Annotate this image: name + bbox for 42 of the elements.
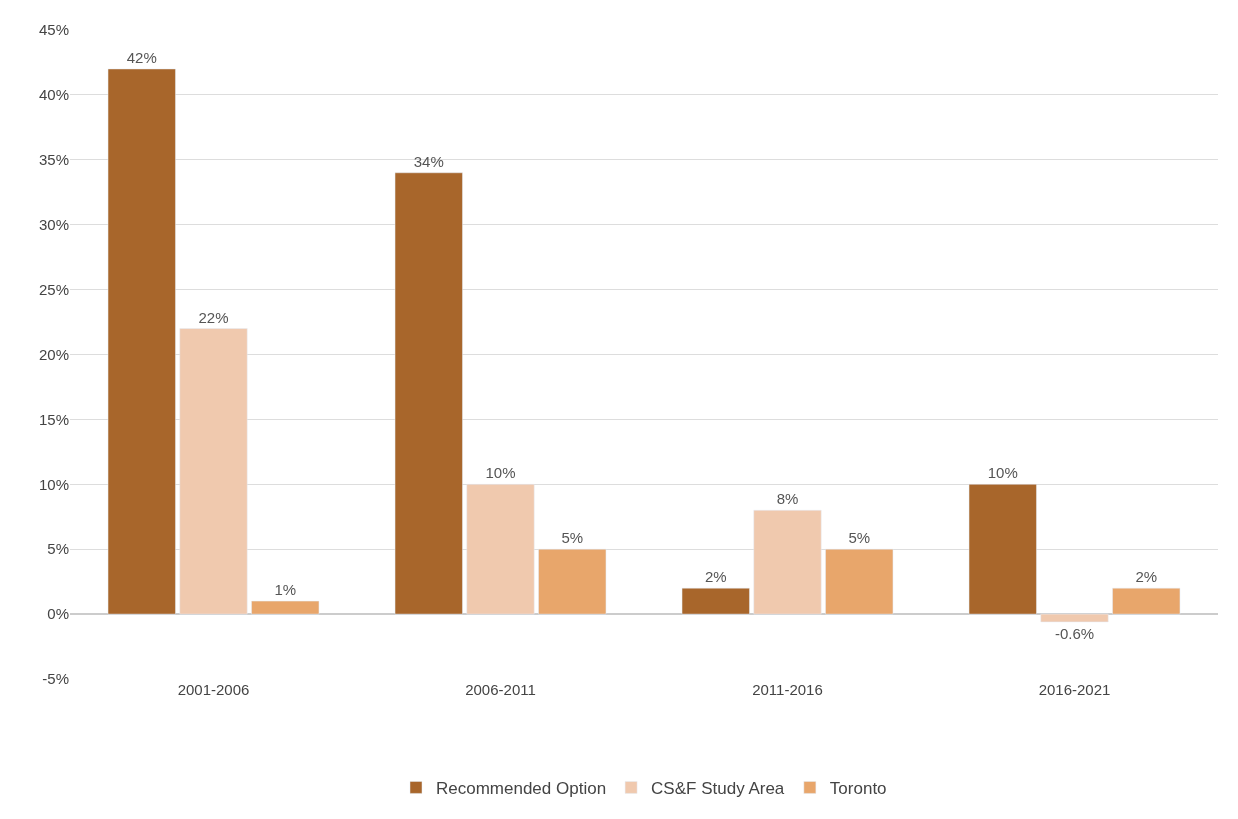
bar bbox=[681, 587, 750, 615]
data-label: 2% bbox=[704, 568, 727, 586]
data-label: 10% bbox=[485, 464, 516, 482]
y-tick-label: 35% bbox=[38, 151, 69, 169]
bar bbox=[1112, 587, 1181, 615]
data-label: 5% bbox=[561, 529, 584, 547]
y-tick-label: 45% bbox=[38, 21, 69, 39]
legend-label: CS&F Study Area bbox=[651, 779, 785, 799]
y-tick-label: 20% bbox=[38, 345, 69, 363]
data-label: 42% bbox=[126, 48, 157, 66]
bar bbox=[179, 328, 248, 615]
y-tick-label: 0% bbox=[47, 605, 69, 623]
bar bbox=[538, 548, 607, 615]
data-label: 5% bbox=[848, 529, 871, 547]
x-tick-label: 2016-2021 bbox=[1038, 681, 1111, 698]
bar bbox=[107, 68, 176, 615]
data-label: 22% bbox=[198, 308, 229, 326]
y-tick-label: 40% bbox=[38, 86, 69, 104]
bar bbox=[251, 600, 320, 615]
y-tick-label: 5% bbox=[47, 540, 69, 558]
y-tick-label: 25% bbox=[38, 280, 69, 298]
data-label: 8% bbox=[776, 490, 799, 508]
x-tick-label: 2006-2011 bbox=[465, 681, 536, 698]
y-tick-label: 15% bbox=[38, 410, 69, 428]
x-tick-label: 2011-2016 bbox=[752, 681, 823, 698]
bar bbox=[753, 510, 822, 615]
data-label: 34% bbox=[413, 152, 444, 170]
data-label: 2% bbox=[1135, 568, 1158, 586]
y-tick-label: -5% bbox=[42, 670, 69, 688]
bar bbox=[1040, 613, 1109, 623]
y-tick-label: 30% bbox=[38, 215, 69, 233]
data-label: 10% bbox=[987, 464, 1018, 482]
data-label: 1% bbox=[274, 581, 297, 599]
legend-label: Toronto bbox=[829, 779, 887, 799]
bar bbox=[394, 172, 463, 615]
bar bbox=[968, 484, 1037, 615]
y-tick-label: 10% bbox=[38, 475, 69, 493]
bar bbox=[825, 548, 894, 615]
legend-label: Recommended Option bbox=[436, 779, 607, 799]
x-tick-label: 2001-2006 bbox=[177, 681, 250, 698]
data-label: -0.6% bbox=[1054, 624, 1095, 642]
bar bbox=[466, 484, 535, 615]
